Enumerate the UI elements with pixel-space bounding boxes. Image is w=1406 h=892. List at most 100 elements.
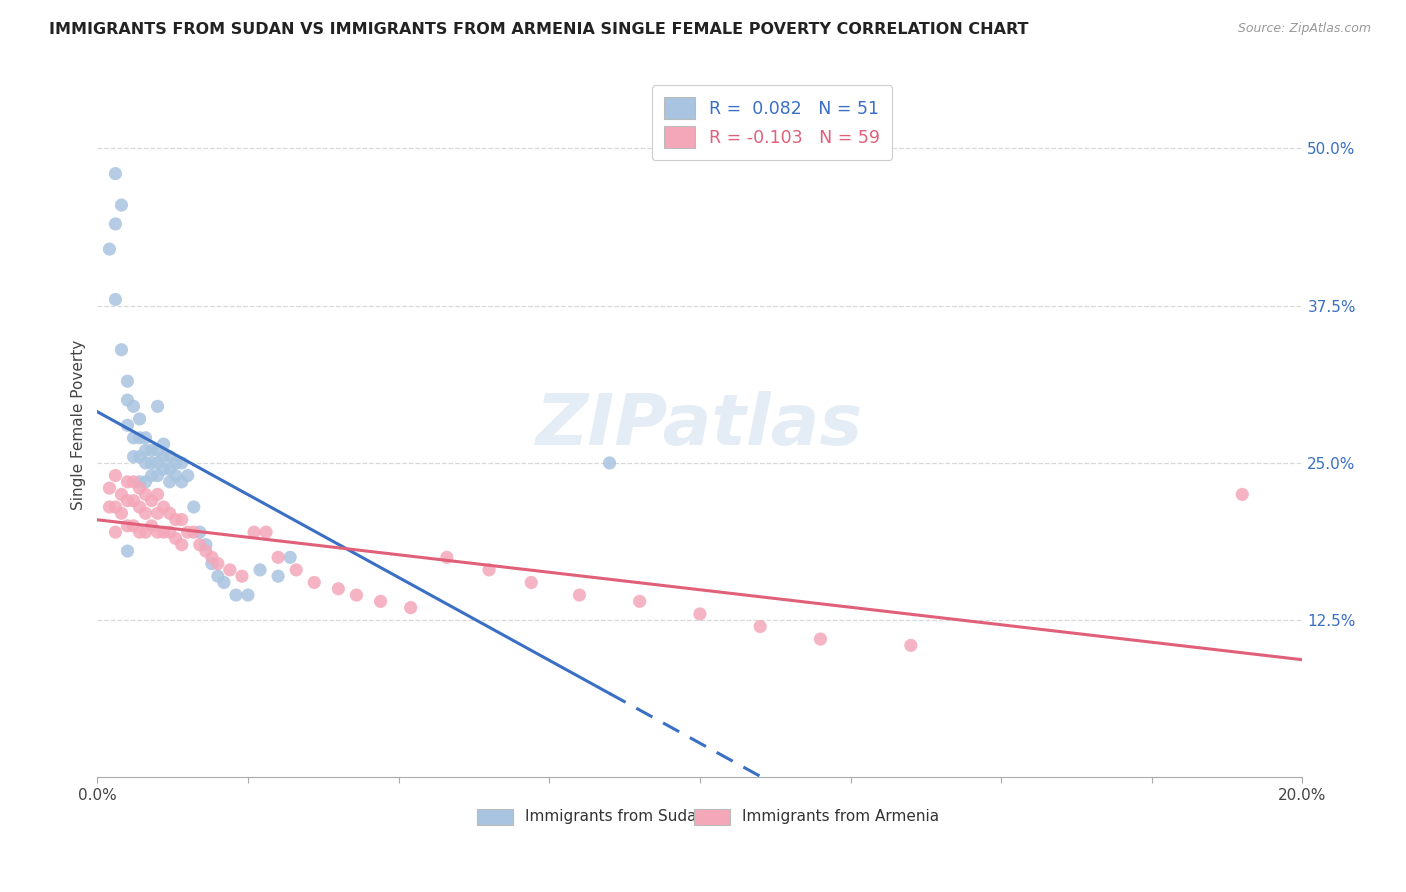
Point [146,443,169,458]
Point [243,525,266,540]
Point [159,450,181,464]
Point [146,506,169,520]
Point [146,525,169,540]
Point [104,468,127,483]
Point [225,588,247,602]
Point [201,550,224,565]
Point [177,525,200,540]
Point [165,468,187,483]
Point [159,475,181,489]
Y-axis label: Single Female Poverty: Single Female Poverty [72,340,86,510]
FancyBboxPatch shape [695,809,730,825]
Point [122,519,145,533]
Point [188,525,211,540]
Point [165,456,187,470]
Point [117,493,139,508]
Point [110,343,132,357]
Point [749,619,772,633]
Point [128,450,150,464]
Point [1232,487,1254,501]
Point [304,575,326,590]
Point [122,475,145,489]
Point [177,468,200,483]
Point [599,456,621,470]
Point [98,500,121,514]
Point [135,475,157,489]
Point [135,443,157,458]
Point [285,563,308,577]
Point [170,456,193,470]
Point [104,217,127,231]
Point [207,557,229,571]
Point [110,487,132,501]
Point [117,374,139,388]
Point [183,525,205,540]
Point [568,588,591,602]
Text: Source: ZipAtlas.com: Source: ZipAtlas.com [1237,22,1371,36]
Point [159,462,181,476]
Point [141,443,163,458]
Text: Immigrants from Sudan: Immigrants from Sudan [526,809,706,824]
Point [135,506,157,520]
Point [370,594,392,608]
Point [122,450,145,464]
Point [278,550,301,565]
Point [141,519,163,533]
Point [219,563,242,577]
Point [188,538,211,552]
Point [194,544,217,558]
Point [128,475,150,489]
Point [194,538,217,552]
Point [104,500,127,514]
Point [135,431,157,445]
Point [201,557,224,571]
Point [146,400,169,414]
Point [122,400,145,414]
Point [249,563,271,577]
Point [128,525,150,540]
Point [236,588,259,602]
Point [128,481,150,495]
Point [478,563,501,577]
Point [128,412,150,426]
Point [165,512,187,526]
Point [152,500,174,514]
Point [117,418,139,433]
Point [104,167,127,181]
Point [146,456,169,470]
Point [267,569,290,583]
Point [117,475,139,489]
Point [436,550,458,565]
Point [146,468,169,483]
Point [104,293,127,307]
Point [141,493,163,508]
Point [135,456,157,470]
Point [810,632,832,646]
Point [128,431,150,445]
Point [520,575,543,590]
Point [689,607,711,621]
Point [165,532,187,546]
Point [110,506,132,520]
Point [152,450,174,464]
Point [98,481,121,495]
Point [159,506,181,520]
Point [135,525,157,540]
Point [399,600,422,615]
Text: ZIPatlas: ZIPatlas [536,391,863,459]
Point [141,468,163,483]
Point [104,525,127,540]
Point [122,431,145,445]
Point [128,500,150,514]
Point [628,594,651,608]
Point [122,493,145,508]
Text: IMMIGRANTS FROM SUDAN VS IMMIGRANTS FROM ARMENIA SINGLE FEMALE POVERTY CORRELATI: IMMIGRANTS FROM SUDAN VS IMMIGRANTS FROM… [49,22,1029,37]
Point [152,525,174,540]
Point [152,437,174,451]
Point [170,538,193,552]
Legend: R =  0.082   N = 51, R = -0.103   N = 59: R = 0.082 N = 51, R = -0.103 N = 59 [652,85,893,160]
Point [212,575,235,590]
Text: Immigrants from Armenia: Immigrants from Armenia [742,809,939,824]
Point [267,550,290,565]
Point [141,456,163,470]
